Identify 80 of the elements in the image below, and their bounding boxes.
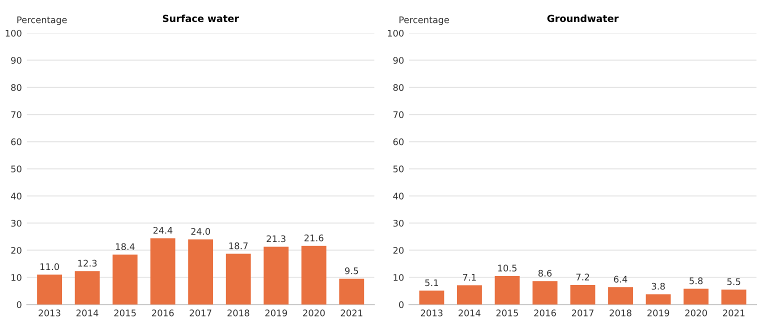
x-tick-label: 2020: [685, 310, 707, 316]
y-tick-label: 50: [11, 166, 22, 172]
bar: [37, 274, 62, 305]
bar: [457, 285, 482, 305]
data-label: 24.0: [191, 228, 210, 235]
data-label: 5.5: [727, 278, 740, 286]
x-tick-label: 2016: [534, 310, 556, 316]
y-tick-label: 90: [393, 56, 404, 64]
bar: [226, 254, 251, 305]
x-tick-label: 2021: [340, 310, 362, 316]
x-tick-label: 2021: [722, 310, 744, 316]
data-label: 8.6: [538, 270, 552, 277]
bar: [721, 290, 746, 305]
y-tick-label: 40: [393, 192, 404, 200]
data-label: 3.8: [652, 282, 665, 290]
bar: [112, 254, 138, 305]
y-tick-label: 20: [393, 246, 404, 254]
x-tick-label: 2019: [647, 310, 670, 316]
y-tick-label: 100: [6, 30, 22, 37]
y-tick-label: 40: [10, 192, 22, 200]
bar: [608, 287, 633, 305]
data-label: 5.8: [690, 277, 703, 284]
x-tick-label: 2017: [190, 310, 212, 316]
x-tick-label: 2017: [572, 310, 594, 316]
data-label: 11.0: [40, 263, 59, 270]
y-axis-title: Percentage: [400, 16, 449, 25]
x-tick-label: 2019: [265, 310, 287, 316]
y-tick-label: 70: [393, 111, 404, 118]
x-tick-label: 2018: [610, 310, 632, 316]
bar: [150, 238, 176, 305]
x-tick-label: 2014: [458, 310, 480, 316]
y-tick-label: 0: [399, 301, 404, 308]
bar: [74, 271, 100, 305]
bar: [339, 278, 364, 305]
y-tick-label: 70: [11, 111, 22, 118]
x-tick-label: 2020: [303, 310, 325, 316]
bar: [646, 294, 671, 305]
bar: [570, 284, 596, 305]
data-label: 18.7: [229, 242, 248, 250]
y-tick-label: 80: [11, 84, 22, 91]
chart-title: Groundwater: [547, 14, 619, 22]
y-tick-label: 80: [393, 84, 404, 91]
bar: [532, 281, 558, 305]
data-label: 18.4: [116, 243, 135, 250]
data-label: 21.3: [266, 235, 286, 242]
x-tick-label: 2016: [152, 310, 174, 316]
bar: [188, 239, 214, 305]
bar: [264, 246, 289, 305]
data-label: 12.3: [78, 260, 97, 267]
x-tick-label: 2015: [114, 310, 136, 316]
bar: [684, 288, 709, 305]
data-label: 6.4: [614, 276, 628, 283]
y-tick-label: 100: [388, 30, 404, 37]
x-tick-label: 2015: [496, 310, 518, 316]
chart-title: Surface water: [162, 14, 239, 22]
data-label: 7.2: [576, 274, 590, 280]
y-tick-label: 20: [11, 246, 22, 254]
bar: [494, 276, 520, 305]
y-tick-label: 90: [11, 56, 22, 64]
data-label: 5.1: [425, 279, 438, 286]
data-label: 9.5: [345, 267, 358, 274]
bar: [301, 246, 326, 305]
y-tick-label: 30: [11, 220, 22, 227]
y-tick-label: 0: [16, 301, 22, 308]
y-tick-label: 60: [11, 138, 22, 146]
y-tick-label: 30: [393, 220, 404, 227]
x-tick-label: 2013: [38, 310, 60, 316]
data-label: 24.4: [153, 226, 172, 234]
y-tick-label: 10: [12, 274, 22, 281]
data-label: 10.5: [498, 264, 516, 272]
x-tick-label: 2018: [228, 310, 250, 316]
data-label: 7.1: [463, 274, 476, 281]
y-tick-label: 50: [393, 166, 404, 172]
x-tick-label: 2014: [76, 310, 98, 316]
y-tick-label: 60: [393, 138, 404, 146]
y-axis-title: Percentage: [17, 16, 67, 25]
bar: [419, 290, 444, 305]
data-label: 21.6: [304, 234, 324, 242]
x-tick-label: 2013: [420, 310, 442, 316]
y-tick-label: 10: [394, 274, 404, 281]
